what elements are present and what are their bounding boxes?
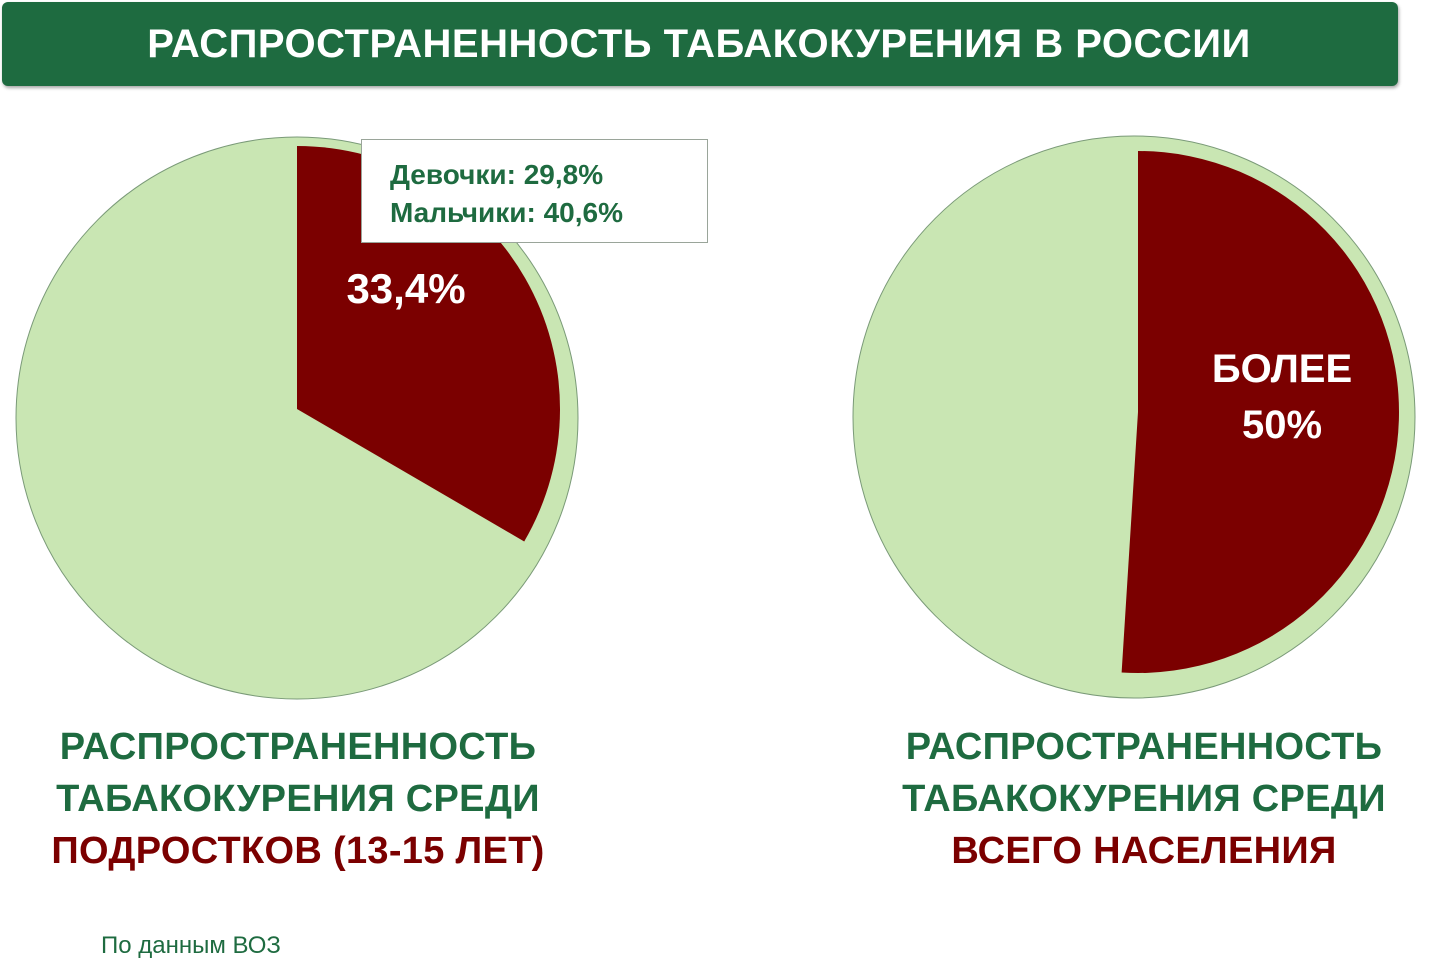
caption-teens-line3: ПОДРОСТКОВ (13-15 ЛЕТ): [51, 830, 545, 872]
pie-1-smokers-slice: [297, 146, 560, 542]
pie-2-smokers-slice: [1121, 151, 1400, 673]
caption-teens-line1: РАСПРОСТРАНЕННОСТЬ: [59, 726, 537, 768]
gender-callout: Девочки: 29,8% Мальчики: 40,6%: [361, 139, 708, 243]
caption-population: РАСПРОСТРАНЕННОСТЬ ТАБАКОКУРЕНИЯ СРЕДИ В…: [855, 721, 1433, 877]
pie-2-slice-label-2: 50%: [1242, 403, 1322, 447]
callout-girls: Девочки: 29,8%: [390, 159, 604, 190]
pie-1-slice-label: 33,4%: [346, 265, 465, 312]
page-title: РАСПРОСТРАНЕННОСТЬ ТАБАКОКУРЕНИЯ В РОССИ…: [147, 21, 1251, 66]
callout-boys: Мальчики: 40,6%: [390, 197, 623, 228]
title-bar: РАСПРОСТРАНЕННОСТЬ ТАБАКОКУРЕНИЯ В РОССИ…: [2, 2, 1398, 86]
caption-population-line1: РАСПРОСТРАНЕННОСТЬ: [905, 726, 1383, 768]
caption-population-line2: ТАБАКОКУРЕНИЯ СРЕДИ: [902, 778, 1386, 820]
caption-population-line3: ВСЕГО НАСЕЛЕНИЯ: [951, 830, 1337, 872]
caption-teens-line2: ТАБАКОКУРЕНИЯ СРЕДИ: [56, 778, 540, 820]
caption-teens: РАСПРОСТРАНЕННОСТЬ ТАБАКОКУРЕНИЯ СРЕДИ П…: [0, 721, 596, 877]
pie-2-slice-label-1: БОЛЕЕ: [1212, 347, 1352, 391]
source-note: По данным ВОЗ: [101, 932, 281, 959]
